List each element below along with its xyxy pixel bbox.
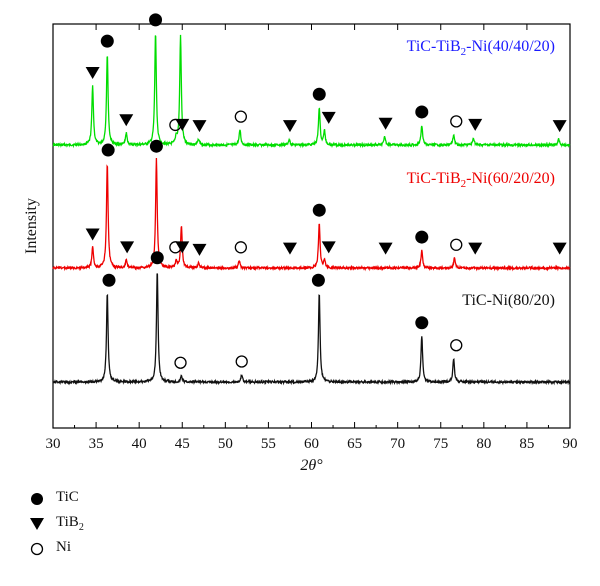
marker-ni (235, 355, 248, 368)
marker-tic (311, 273, 325, 287)
marker-tic (149, 139, 163, 153)
x-tick-label: 55 (261, 436, 276, 452)
legend-item-tic: TiC (30, 486, 84, 511)
x-tick-label: 30 (46, 436, 61, 452)
marker-tib2 (192, 243, 207, 256)
series-label-0: TiC-TiB2-Ni(40/40/20) (407, 38, 555, 58)
x-tick-label: 60 (304, 436, 319, 452)
marker-tib2 (321, 241, 336, 254)
x-tick-label: 45 (175, 436, 190, 452)
marker-tib2 (282, 120, 297, 133)
xrd-chart: 30 35 40 45 50 55 60 65 70 75 80 85 90 2θ° Intensity Ti… (23, 13, 578, 474)
x-tick-label: 80 (476, 436, 491, 452)
marker-tic (415, 230, 429, 244)
marker-tic (100, 34, 114, 48)
x-tick-label: 90 (563, 436, 578, 452)
x-tick-label: 85 (519, 436, 534, 452)
marker-tib2 (378, 117, 393, 130)
filled-circle-icon (30, 492, 56, 506)
series-label-main: TiC-TiB (407, 170, 461, 187)
x-tick-label: 65 (347, 436, 362, 452)
marker-tib2 (552, 120, 567, 133)
series-line-2 (52, 273, 571, 386)
marker-tic (312, 203, 326, 217)
marker-tib2 (552, 242, 567, 255)
marker-tib2 (378, 242, 393, 255)
marker-tib2 (175, 118, 190, 131)
x-axis-title: 2θ° (300, 457, 323, 474)
series-line-0 (52, 34, 571, 149)
legend-label-tib2: TiB2 (56, 514, 84, 533)
marker-tib2 (468, 242, 483, 255)
series-label-main: TiC-Ni(80/20) (462, 292, 555, 309)
marker-tic (149, 13, 163, 27)
x-tick-label: 75 (433, 436, 448, 452)
marker-tic (102, 273, 116, 287)
marker-ni (234, 241, 247, 254)
series-label-sub: 2 (461, 178, 467, 190)
series-label-1: TiC-TiB2-Ni(60/20/20) (407, 170, 555, 190)
plot-frame (52, 23, 571, 429)
marker-ni (450, 238, 463, 251)
marker-tib2 (321, 111, 336, 124)
marker-tib2 (192, 120, 207, 133)
marker-tib2 (468, 118, 483, 131)
series-label-tail: -Ni(40/40/20) (466, 38, 555, 55)
series-label-2: TiC-Ni(80/20) (462, 292, 555, 309)
filled-triangle-down-icon (30, 517, 56, 531)
marker-tib2 (85, 228, 100, 241)
x-tick-label: 35 (89, 436, 104, 452)
legend-item-ni: Ni (30, 536, 84, 561)
legend: TiC TiB2 Ni (30, 486, 84, 561)
series-label-tail: -Ni(60/20/20) (466, 170, 555, 187)
marker-ni (450, 115, 463, 128)
marker-tic (150, 251, 164, 265)
marker-tib2 (120, 241, 135, 254)
legend-label-tic: TiC (56, 489, 79, 505)
y-axis-title: Intensity (23, 198, 40, 254)
x-tick-label: 40 (132, 436, 147, 452)
open-circle-icon (30, 542, 56, 556)
marker-tib2 (85, 67, 100, 79)
marker-tic (101, 143, 115, 157)
x-tick-label: 70 (390, 436, 405, 452)
x-tick-label: 50 (218, 436, 233, 452)
marker-tib2 (282, 242, 297, 255)
marker-ni (234, 110, 247, 123)
marker-ni (174, 356, 187, 369)
marker-tib2 (175, 241, 190, 254)
marker-ni (450, 339, 463, 352)
legend-label-ni: Ni (56, 539, 71, 555)
series-line-1 (52, 158, 571, 272)
marker-tic (312, 87, 326, 101)
series-label-sub: 2 (461, 46, 467, 58)
marker-tic (415, 105, 429, 119)
marker-tic (415, 316, 429, 330)
marker-tib2 (119, 114, 134, 127)
series-label-main: TiC-TiB (407, 38, 461, 55)
legend-item-tib2: TiB2 (30, 511, 84, 536)
